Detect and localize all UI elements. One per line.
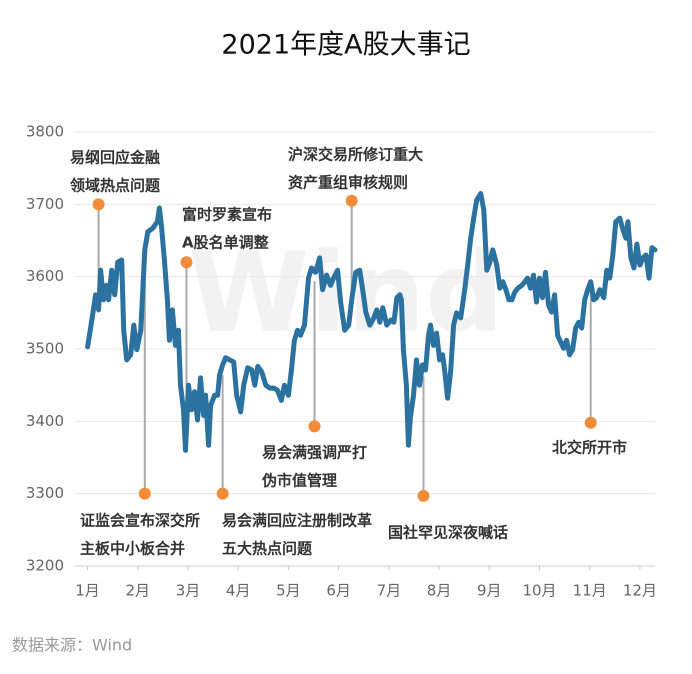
annotation-dot <box>138 487 151 500</box>
annotation-label: A股名单调整 <box>182 234 269 252</box>
annotation-label: 易纲回应金融 <box>70 149 160 167</box>
chart-title: 2021年度A股大事记 <box>221 30 470 61</box>
x-tick-label: 1月 <box>75 582 100 600</box>
x-tick-label: 10月 <box>522 582 556 600</box>
annotation-dot <box>417 489 430 502</box>
annotation-dot <box>92 198 105 211</box>
x-tick-label: 5月 <box>276 582 301 600</box>
annotation-dot <box>584 416 597 429</box>
line-series <box>85 191 658 453</box>
annotation-label: 易会满回应注册制改革 <box>222 512 372 530</box>
annotation-label: 领域热点问题 <box>69 177 161 195</box>
annotation-label: 北交所开市 <box>552 439 627 457</box>
x-tick-label: 2月 <box>125 582 150 600</box>
y-tick-label: 3600 <box>26 267 64 285</box>
x-tick-label: 3月 <box>176 582 201 600</box>
x-tick-label: 8月 <box>427 582 452 600</box>
annotation-label: 富时罗素宣布 <box>182 206 272 224</box>
x-tick-label: 11月 <box>573 582 607 600</box>
annotation-dot <box>308 420 321 433</box>
y-tick-label: 3500 <box>26 340 64 358</box>
annotation-label: 国社罕见深夜喊话 <box>388 524 508 542</box>
annotation-dot <box>345 194 358 207</box>
x-tick-label: 4月 <box>226 582 251 600</box>
annotation-dot <box>180 256 193 269</box>
annotation-label: 伪市值管理 <box>261 472 337 490</box>
annotation-label: 证监会宣布深交所 <box>80 512 200 530</box>
source: 数据来源：Wind <box>12 636 132 655</box>
x-tick-label: 6月 <box>326 582 351 600</box>
annotation-label: 易会满强调严打 <box>262 444 367 462</box>
annotation-label: 沪深交易所修订重大 <box>288 146 423 164</box>
annotation-label: 资产重组审核规则 <box>288 174 408 192</box>
annotation-label: 五大热点问题 <box>222 540 313 558</box>
y-tick-label: 3300 <box>26 484 64 502</box>
y-tick-label: 3400 <box>26 412 64 430</box>
x-tick-label: 7月 <box>377 582 402 600</box>
annotation-label: 主板中小板合并 <box>80 540 185 558</box>
annotation-dot <box>216 487 229 500</box>
y-tick-label: 3700 <box>26 195 64 213</box>
x-tick-label: 9月 <box>477 582 502 600</box>
y-tick-label: 3200 <box>26 557 64 575</box>
x-tick-label: 12月 <box>623 582 657 600</box>
y-tick-label: 3800 <box>26 123 64 141</box>
